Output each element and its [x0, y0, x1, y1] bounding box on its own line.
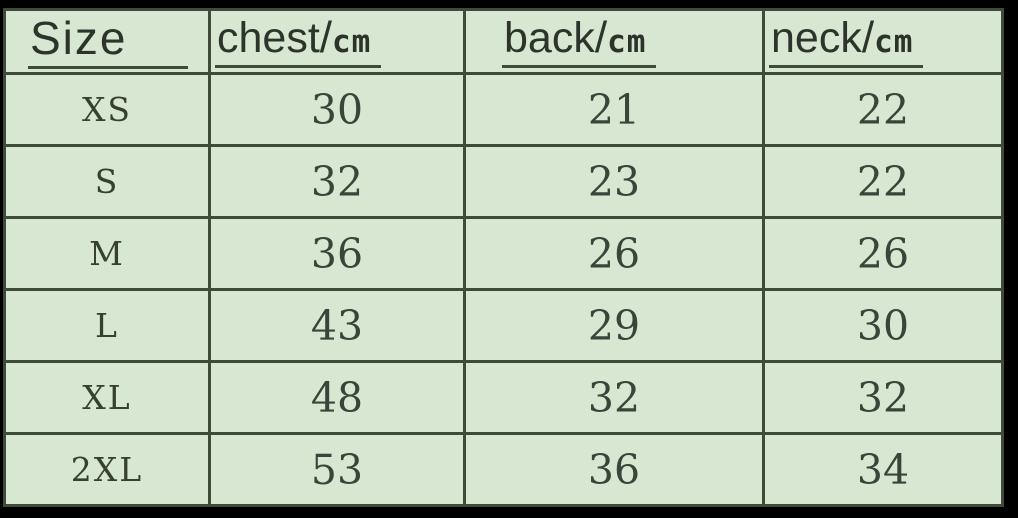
size-label: L — [3, 288, 211, 363]
neck-value: 34 — [762, 432, 1004, 507]
header-chest-label: chest/cm — [215, 15, 382, 68]
size-label: XL — [3, 360, 211, 435]
chest-value: 32 — [208, 144, 466, 219]
neck-value: 26 — [762, 216, 1004, 291]
chest-value: 30 — [208, 72, 466, 147]
header-chest: chest/cm — [208, 8, 466, 75]
size-label: 2XL — [3, 432, 211, 507]
table-row-m: M 36 26 26 — [3, 216, 1004, 291]
back-value: 36 — [463, 432, 765, 507]
table-row-xl: XL 48 32 32 — [3, 360, 1004, 435]
neck-value: 30 — [762, 288, 1004, 363]
back-value: 21 — [463, 72, 765, 147]
size-label: XS — [3, 72, 211, 147]
header-back-label: back/cm — [502, 15, 657, 68]
chest-value: 43 — [208, 288, 466, 363]
header-size: Size — [3, 8, 211, 75]
neck-value: 22 — [762, 72, 1004, 147]
table-row-xs: XS 30 21 22 — [3, 72, 1004, 147]
neck-value: 22 — [762, 144, 1004, 219]
table-row-s: S 32 23 22 — [3, 144, 1004, 219]
size-label: S — [3, 144, 211, 219]
table-row-2xl: 2XL 53 36 34 — [3, 432, 1004, 507]
table-header-row: Size chest/cm back/cm neck/cm — [3, 8, 1004, 75]
header-size-label: Size — [28, 14, 188, 70]
neck-value: 32 — [762, 360, 1004, 435]
back-value: 29 — [463, 288, 765, 363]
header-neck-label: neck/cm — [769, 15, 924, 68]
table-row-l: L 43 29 30 — [3, 288, 1004, 363]
back-value: 32 — [463, 360, 765, 435]
size-label: M — [3, 216, 211, 291]
header-neck: neck/cm — [762, 8, 1004, 75]
back-value: 26 — [463, 216, 765, 291]
size-chart-photo: Size chest/cm back/cm neck/cm XS 30 21 2… — [3, 8, 1004, 507]
chest-value: 48 — [208, 360, 466, 435]
header-back: back/cm — [463, 8, 765, 75]
back-value: 23 — [463, 144, 765, 219]
size-chart-table: Size chest/cm back/cm neck/cm XS 30 21 2… — [3, 8, 1004, 507]
chest-value: 53 — [208, 432, 466, 507]
chest-value: 36 — [208, 216, 466, 291]
